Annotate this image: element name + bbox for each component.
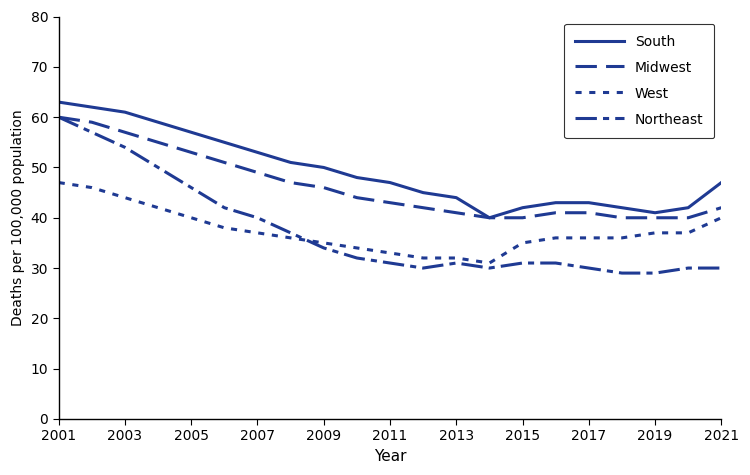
Line: South: South <box>58 102 722 218</box>
Northeast <box>518 260 527 266</box>
West <box>518 240 527 246</box>
West <box>717 215 726 220</box>
Northeast <box>187 185 196 190</box>
West <box>650 230 659 236</box>
West <box>684 230 693 236</box>
South <box>220 140 229 145</box>
Line: Northeast: Northeast <box>58 117 722 273</box>
X-axis label: Year: Year <box>374 449 406 464</box>
South <box>352 175 362 180</box>
South <box>485 215 494 220</box>
Midwest <box>717 205 726 210</box>
Midwest <box>419 205 428 210</box>
West <box>54 180 63 185</box>
Northeast <box>551 260 560 266</box>
Northeast <box>352 255 362 261</box>
Midwest <box>485 215 494 220</box>
Northeast <box>485 265 494 271</box>
Northeast <box>617 270 626 276</box>
West <box>584 235 593 241</box>
Midwest <box>684 215 693 220</box>
South <box>87 104 96 110</box>
Line: Midwest: Midwest <box>58 117 722 218</box>
West <box>220 225 229 231</box>
South <box>419 190 428 196</box>
South <box>386 180 394 185</box>
South <box>452 195 460 200</box>
Midwest <box>352 195 362 200</box>
West <box>386 250 394 256</box>
Midwest <box>121 129 130 135</box>
Midwest <box>154 140 163 145</box>
Northeast <box>452 260 460 266</box>
Midwest <box>386 200 394 206</box>
Midwest <box>87 119 96 125</box>
West <box>617 235 626 241</box>
Midwest <box>286 180 295 185</box>
South <box>551 200 560 206</box>
West <box>419 255 428 261</box>
Midwest <box>187 150 196 155</box>
South <box>320 165 328 171</box>
South <box>286 160 295 165</box>
Northeast <box>684 265 693 271</box>
Northeast <box>419 265 428 271</box>
Northeast <box>584 265 593 271</box>
South <box>253 150 262 155</box>
Northeast <box>220 205 229 210</box>
West <box>352 245 362 251</box>
South <box>617 205 626 210</box>
Northeast <box>253 215 262 220</box>
South <box>584 200 593 206</box>
South <box>187 129 196 135</box>
West <box>452 255 460 261</box>
West <box>87 185 96 190</box>
Northeast <box>286 230 295 236</box>
Northeast <box>87 129 96 135</box>
Midwest <box>320 185 328 190</box>
Northeast <box>650 270 659 276</box>
Midwest <box>584 210 593 216</box>
Legend: South, Midwest, West, Northeast: South, Midwest, West, Northeast <box>564 24 715 138</box>
South <box>717 180 726 185</box>
Midwest <box>220 160 229 165</box>
Northeast <box>121 144 130 150</box>
Northeast <box>717 265 726 271</box>
West <box>286 235 295 241</box>
West <box>187 215 196 220</box>
Northeast <box>320 245 328 251</box>
South <box>121 109 130 115</box>
West <box>485 260 494 266</box>
West <box>121 195 130 200</box>
South <box>518 205 527 210</box>
South <box>650 210 659 216</box>
Midwest <box>551 210 560 216</box>
West <box>253 230 262 236</box>
Midwest <box>617 215 626 220</box>
Northeast <box>154 165 163 171</box>
Midwest <box>54 114 63 120</box>
South <box>154 119 163 125</box>
Northeast <box>386 260 394 266</box>
South <box>684 205 693 210</box>
Midwest <box>452 210 460 216</box>
West <box>551 235 560 241</box>
Midwest <box>253 170 262 175</box>
West <box>154 205 163 210</box>
Midwest <box>518 215 527 220</box>
Midwest <box>650 215 659 220</box>
Northeast <box>54 114 63 120</box>
West <box>320 240 328 246</box>
Line: West: West <box>58 182 722 263</box>
Y-axis label: Deaths per 100,000 population: Deaths per 100,000 population <box>11 109 25 326</box>
South <box>54 99 63 105</box>
